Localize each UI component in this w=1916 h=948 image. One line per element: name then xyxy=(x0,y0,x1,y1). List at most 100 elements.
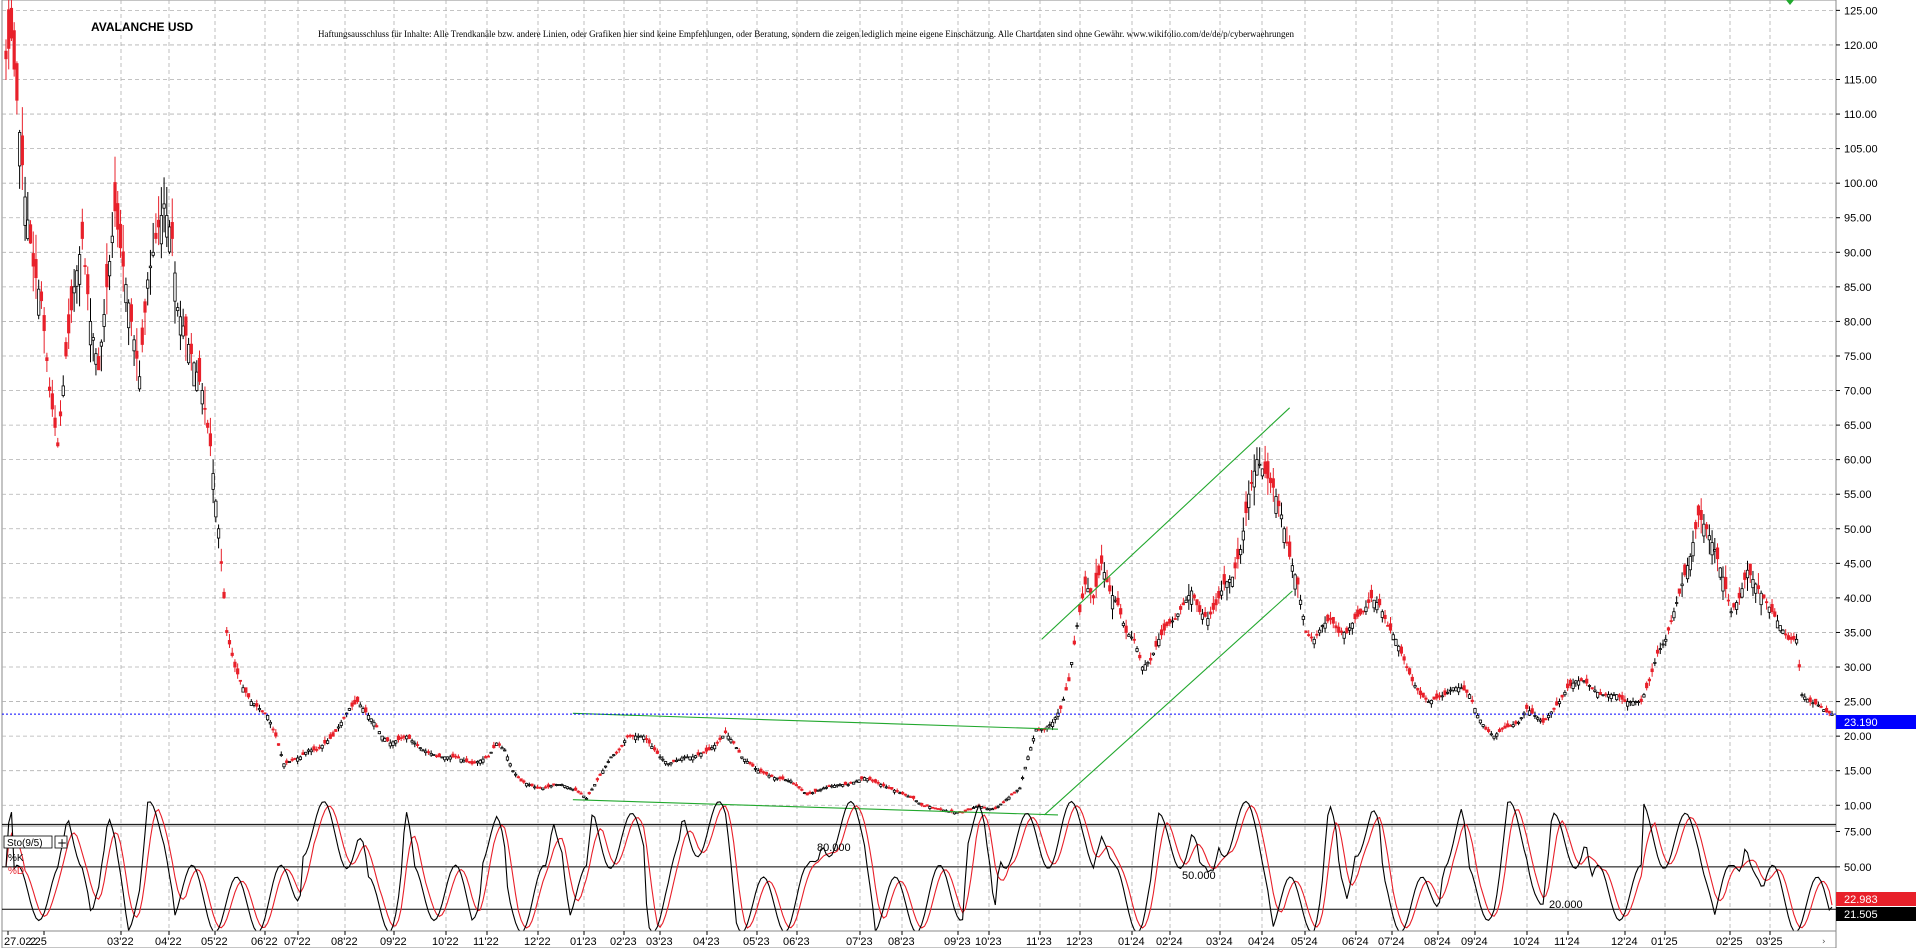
candle-body xyxy=(290,758,294,761)
candle-body xyxy=(1424,697,1428,700)
candle-body xyxy=(710,747,714,750)
candle-body xyxy=(1732,603,1736,608)
candle-body xyxy=(729,739,733,743)
candle-body xyxy=(1268,477,1273,484)
indicator-name: Sto(9/5) xyxy=(7,838,43,849)
candle-body xyxy=(511,770,515,773)
candle-body xyxy=(296,757,300,762)
candle-body xyxy=(1631,701,1635,706)
candle-body xyxy=(800,788,804,791)
candle-body xyxy=(726,735,730,740)
candle-body xyxy=(1702,523,1706,537)
candle-body xyxy=(1372,599,1376,609)
candle-body xyxy=(1467,694,1472,699)
candle-body xyxy=(494,742,499,746)
candle-body xyxy=(1135,648,1139,652)
scroll-right-icon[interactable]: › xyxy=(1822,937,1826,947)
candle-body xyxy=(1356,609,1360,617)
candle-body xyxy=(391,741,395,746)
candle-body xyxy=(429,753,433,756)
candle-body xyxy=(1219,590,1224,596)
candle-body xyxy=(478,759,482,764)
x-tick-label: 04'24 xyxy=(1248,936,1275,948)
candle-body xyxy=(1192,594,1196,599)
candle-body xyxy=(9,7,14,39)
candle-body xyxy=(816,789,820,792)
candle-body xyxy=(1669,620,1673,623)
y-tick-label: 85.00 xyxy=(1844,282,1872,294)
candle-body xyxy=(1680,583,1684,587)
candle-body xyxy=(75,270,79,287)
candle-body xyxy=(544,786,548,789)
candle-body xyxy=(1151,652,1155,656)
candle-body xyxy=(497,743,501,746)
candle-body xyxy=(146,279,150,289)
candle-body xyxy=(1729,611,1733,614)
candle-body xyxy=(1402,656,1406,661)
d-value-box xyxy=(1836,892,1916,906)
candle-body xyxy=(176,307,180,312)
candle-body xyxy=(372,721,376,727)
candle-body xyxy=(680,757,684,761)
candle-body xyxy=(241,687,245,693)
candle-body xyxy=(385,737,390,742)
candle-body xyxy=(216,528,221,539)
candle-body xyxy=(26,219,30,240)
candle-body xyxy=(1211,602,1215,610)
candle-body xyxy=(969,808,973,811)
candle-body xyxy=(268,721,272,725)
candle-body xyxy=(1721,576,1725,592)
candle-body xyxy=(1361,610,1365,613)
candle-body xyxy=(1149,657,1153,661)
candle-body xyxy=(249,701,253,706)
candle-body xyxy=(331,732,335,737)
candle-body xyxy=(320,744,324,749)
candle-body xyxy=(1421,692,1425,698)
candle-body xyxy=(1331,616,1335,624)
candle-body xyxy=(672,759,676,762)
candle-body xyxy=(1549,711,1553,715)
candle-body xyxy=(1437,695,1442,698)
candle-body xyxy=(1489,733,1493,736)
candle-body xyxy=(1546,715,1551,719)
candle-body xyxy=(939,808,943,811)
candle-body xyxy=(990,808,995,811)
candle-body xyxy=(1407,668,1412,675)
k-line xyxy=(5,800,1833,934)
candle-body xyxy=(67,314,71,334)
candle-body xyxy=(462,759,466,763)
x-tick-label: 04'22 xyxy=(155,936,182,948)
candle-body xyxy=(1195,599,1199,606)
candle-body xyxy=(1715,547,1720,560)
candle-body xyxy=(767,774,771,778)
candle-body xyxy=(361,708,365,713)
y-tick-label: 45.00 xyxy=(1844,558,1872,570)
candle-body xyxy=(1756,585,1761,590)
candle-body xyxy=(1647,678,1651,682)
x-tick-label: 03'22 xyxy=(107,936,134,948)
chart-title: AVALANCHE USD xyxy=(91,20,194,34)
candle-body xyxy=(715,741,719,744)
candle-body xyxy=(1050,721,1055,727)
indicator-header: Sto(9/5) + %K %D xyxy=(3,835,68,877)
candle-body xyxy=(317,746,322,749)
candle-body xyxy=(568,787,572,790)
candle-body xyxy=(1348,627,1352,631)
candle-body xyxy=(1544,718,1548,721)
candle-body xyxy=(37,288,41,316)
candle-body xyxy=(1298,599,1303,605)
candle-body xyxy=(533,786,537,789)
candle-body xyxy=(612,754,616,756)
candle-body xyxy=(56,442,60,447)
x-tick-label: 08'22 xyxy=(331,936,358,948)
candle-body xyxy=(1375,602,1379,611)
candle-body xyxy=(1705,524,1709,530)
candle-body xyxy=(1277,500,1281,507)
candle-body xyxy=(1816,704,1820,707)
candle-body xyxy=(1059,705,1063,709)
y-tick-label: 125.00 xyxy=(1844,5,1878,17)
candle-body xyxy=(884,786,888,789)
candle-body xyxy=(772,777,777,781)
indicator-expand-button[interactable] xyxy=(54,835,68,849)
